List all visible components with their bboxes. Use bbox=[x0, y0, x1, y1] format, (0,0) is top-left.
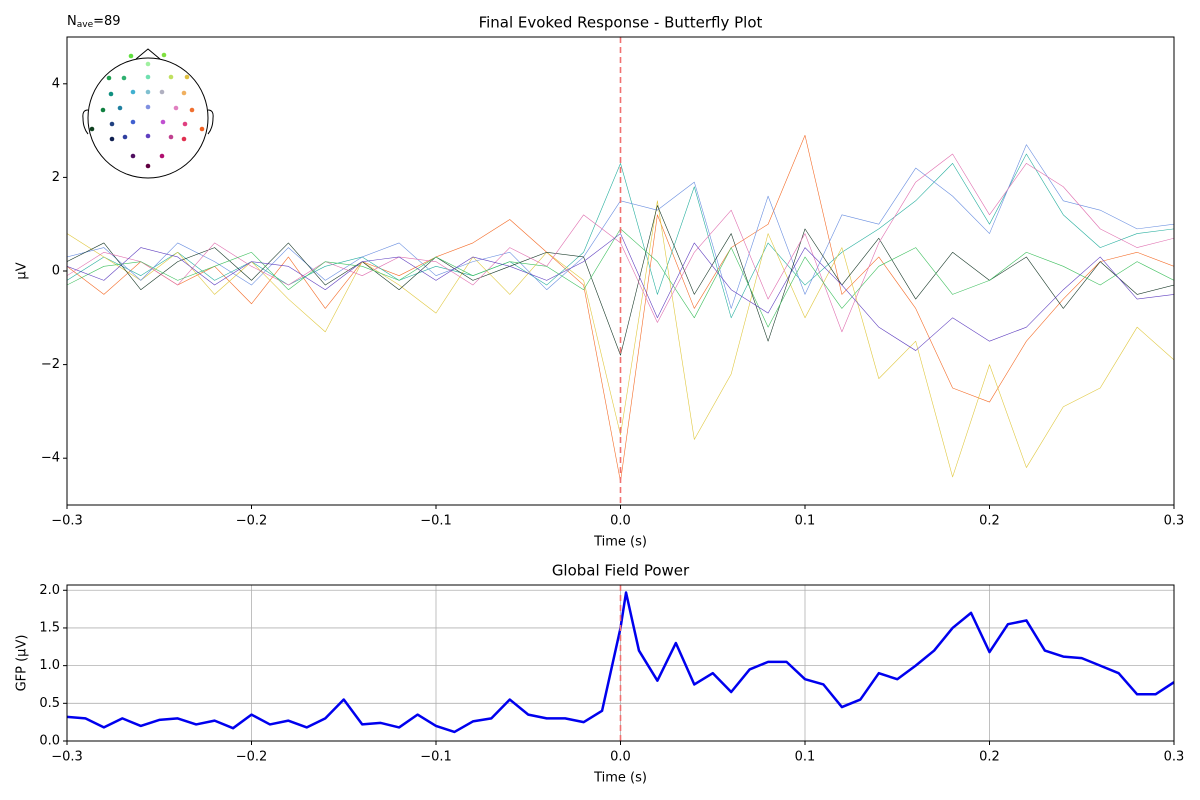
x-tick-label: −0.2 bbox=[236, 750, 268, 765]
y-tick-label: 2.0 bbox=[39, 583, 60, 598]
x-tick-label: 0.2 bbox=[979, 514, 1000, 529]
x-tick-label: 0.3 bbox=[1164, 514, 1185, 529]
nave-label: Nave=89 bbox=[67, 14, 121, 30]
series-line bbox=[67, 591, 1174, 734]
sensor-head bbox=[82, 48, 214, 179]
chart-title: Final Evoked Response - Butterfly Plot bbox=[479, 14, 763, 32]
x-tick-label: 0.2 bbox=[979, 750, 1000, 765]
x-tick-label: −0.2 bbox=[236, 514, 268, 529]
y-tick-label: 0 bbox=[52, 264, 60, 279]
y-axis-label: µV bbox=[15, 262, 30, 279]
axes-frame bbox=[66, 584, 1175, 742]
y-tick-label: −2 bbox=[41, 357, 60, 372]
plot-area bbox=[67, 591, 1174, 734]
series-line bbox=[67, 233, 1174, 351]
y-tick-label: 2 bbox=[52, 170, 60, 185]
x-axis-label: Time (s) bbox=[593, 535, 647, 550]
x-tick-label: −0.3 bbox=[51, 514, 83, 529]
x-tick-label: 0.3 bbox=[1164, 750, 1185, 765]
y-tick-label: 1.0 bbox=[39, 658, 60, 673]
x-tick-label: −0.3 bbox=[51, 750, 83, 765]
x-tick-label: 0.1 bbox=[795, 514, 816, 529]
y-tick-label: 0.0 bbox=[39, 734, 60, 749]
chart-title: Global Field Power bbox=[552, 562, 690, 580]
x-tick-label: −0.1 bbox=[420, 514, 452, 529]
y-tick-label: −4 bbox=[41, 451, 60, 466]
x-tick-label: 0.0 bbox=[610, 750, 631, 765]
x-tick-label: −0.1 bbox=[420, 750, 452, 765]
x-tick-label: 0.0 bbox=[610, 514, 631, 529]
y-tick-label: 1.5 bbox=[39, 620, 60, 635]
y-axis-label: GFP (µV) bbox=[15, 635, 30, 692]
y-tick-label: 4 bbox=[52, 76, 60, 91]
x-tick-label: 0.1 bbox=[795, 750, 816, 765]
axes-frame bbox=[66, 36, 1175, 506]
x-axis-label: Time (s) bbox=[593, 771, 647, 786]
y-tick-label: 0.5 bbox=[39, 696, 60, 711]
